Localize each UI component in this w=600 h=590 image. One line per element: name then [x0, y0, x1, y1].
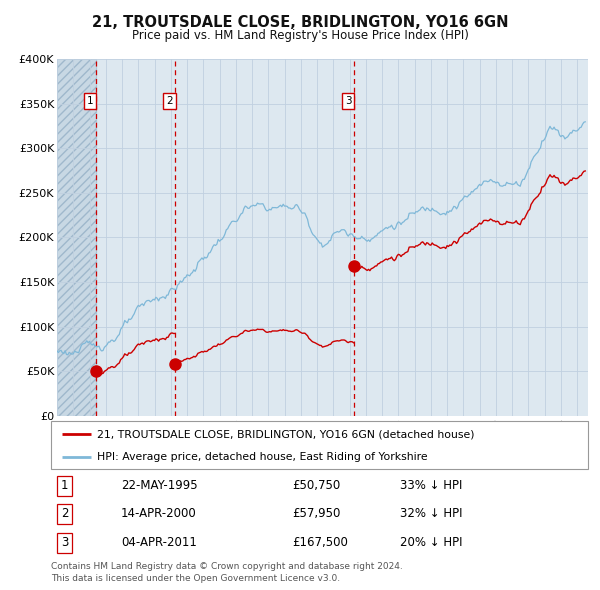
Text: 1: 1 [87, 96, 94, 106]
Text: 14-APR-2000: 14-APR-2000 [121, 507, 197, 520]
Text: 20% ↓ HPI: 20% ↓ HPI [400, 536, 463, 549]
Text: £57,950: £57,950 [293, 507, 341, 520]
Text: 3: 3 [345, 96, 352, 106]
FancyBboxPatch shape [51, 421, 588, 469]
Text: Contains HM Land Registry data © Crown copyright and database right 2024.
This d: Contains HM Land Registry data © Crown c… [51, 562, 403, 583]
Text: 21, TROUTSDALE CLOSE, BRIDLINGTON, YO16 6GN (detached house): 21, TROUTSDALE CLOSE, BRIDLINGTON, YO16 … [97, 429, 474, 439]
Text: £167,500: £167,500 [293, 536, 349, 549]
Bar [57, 59, 96, 416]
Text: 04-APR-2011: 04-APR-2011 [121, 536, 197, 549]
Text: 22-MAY-1995: 22-MAY-1995 [121, 480, 197, 493]
Text: 1: 1 [61, 480, 68, 493]
Text: 2: 2 [166, 96, 173, 106]
Bar [57, 59, 96, 416]
Text: 2: 2 [61, 507, 68, 520]
Text: Price paid vs. HM Land Registry's House Price Index (HPI): Price paid vs. HM Land Registry's House … [131, 30, 469, 42]
Text: 21, TROUTSDALE CLOSE, BRIDLINGTON, YO16 6GN: 21, TROUTSDALE CLOSE, BRIDLINGTON, YO16 … [92, 15, 508, 30]
Text: HPI: Average price, detached house, East Riding of Yorkshire: HPI: Average price, detached house, East… [97, 452, 427, 462]
Text: 32% ↓ HPI: 32% ↓ HPI [400, 507, 463, 520]
Text: £50,750: £50,750 [293, 480, 341, 493]
Text: 3: 3 [61, 536, 68, 549]
Text: 33% ↓ HPI: 33% ↓ HPI [400, 480, 463, 493]
